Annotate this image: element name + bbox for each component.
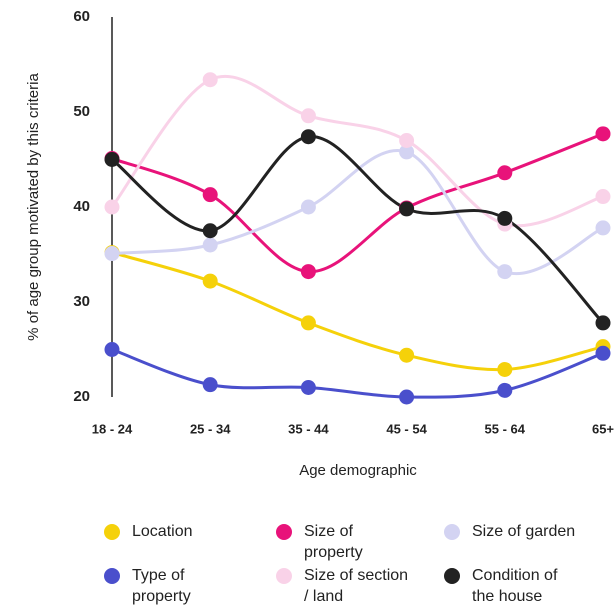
y-tick-label: 20 bbox=[73, 388, 90, 405]
legend-item: Size of property bbox=[276, 521, 414, 563]
legend-label: Size of section / land bbox=[304, 567, 409, 605]
data-point bbox=[104, 246, 120, 262]
legend-label: Type of property bbox=[132, 567, 191, 605]
data-point bbox=[399, 144, 415, 160]
data-point bbox=[595, 126, 611, 142]
data-point bbox=[399, 133, 415, 148]
legend-label: Condition of the house bbox=[472, 567, 558, 605]
x-tick-label: 65+ bbox=[592, 421, 614, 436]
data-point bbox=[595, 220, 611, 236]
x-tick-label: 25 - 34 bbox=[190, 421, 231, 436]
data-point bbox=[104, 342, 120, 357]
data-point bbox=[202, 237, 218, 253]
data-point bbox=[497, 382, 513, 398]
data-point bbox=[399, 389, 415, 405]
legend-item: Type of property bbox=[104, 565, 242, 607]
series-line bbox=[111, 148, 604, 276]
series-line bbox=[111, 348, 604, 399]
data-point bbox=[497, 361, 513, 377]
data-point bbox=[399, 347, 415, 363]
data-point bbox=[595, 345, 611, 361]
data-point bbox=[202, 223, 218, 239]
x-tick-label: 18 - 24 bbox=[92, 421, 133, 436]
series-line bbox=[110, 74, 604, 228]
legend-item: Condition of the house bbox=[444, 565, 582, 607]
legend-swatch bbox=[444, 568, 460, 584]
x-axis-label: Age demographic bbox=[299, 462, 417, 479]
data-point bbox=[300, 315, 316, 331]
data-point bbox=[300, 108, 316, 124]
legend-swatch bbox=[444, 524, 460, 540]
data-point bbox=[399, 201, 415, 217]
legend-swatch bbox=[276, 568, 292, 584]
data-point bbox=[300, 199, 316, 215]
legend-item: Size of garden bbox=[444, 521, 582, 542]
x-tick-label: 55 - 64 bbox=[485, 421, 526, 436]
chart: % of age group motivated by this criteri… bbox=[25, 8, 614, 479]
legend-label: Size of property bbox=[304, 523, 363, 561]
data-point bbox=[202, 273, 218, 289]
series-line bbox=[111, 251, 604, 372]
series-line bbox=[111, 135, 605, 324]
data-point bbox=[300, 129, 316, 145]
x-tick-label: 35 - 44 bbox=[288, 421, 329, 436]
data-point bbox=[202, 377, 218, 393]
y-tick-label: 60 bbox=[73, 8, 90, 25]
x-tick-label: 45 - 54 bbox=[386, 421, 427, 436]
legend-label: Size of garden bbox=[472, 523, 576, 540]
data-point bbox=[497, 210, 513, 226]
data-point bbox=[202, 72, 218, 88]
data-point bbox=[104, 199, 120, 215]
y-tick-label: 40 bbox=[73, 198, 90, 215]
data-point bbox=[300, 380, 316, 395]
data-point bbox=[595, 189, 611, 205]
legend-item: Size of section / land bbox=[276, 565, 414, 607]
y-axis-label: % of age group motivated by this criteri… bbox=[25, 73, 42, 341]
data-point bbox=[497, 264, 513, 280]
legend-swatch bbox=[104, 568, 120, 584]
y-tick-label: 30 bbox=[73, 293, 90, 310]
data-point bbox=[104, 152, 120, 167]
series-line bbox=[111, 132, 604, 274]
data-point bbox=[595, 315, 611, 331]
legend-item: Location bbox=[104, 521, 242, 542]
data-point bbox=[497, 165, 513, 181]
legend-swatch bbox=[104, 524, 120, 540]
data-point bbox=[300, 264, 316, 280]
legend-label: Location bbox=[132, 523, 193, 540]
data-point bbox=[202, 187, 218, 203]
y-tick-label: 50 bbox=[73, 103, 90, 120]
legend-swatch bbox=[276, 524, 292, 540]
